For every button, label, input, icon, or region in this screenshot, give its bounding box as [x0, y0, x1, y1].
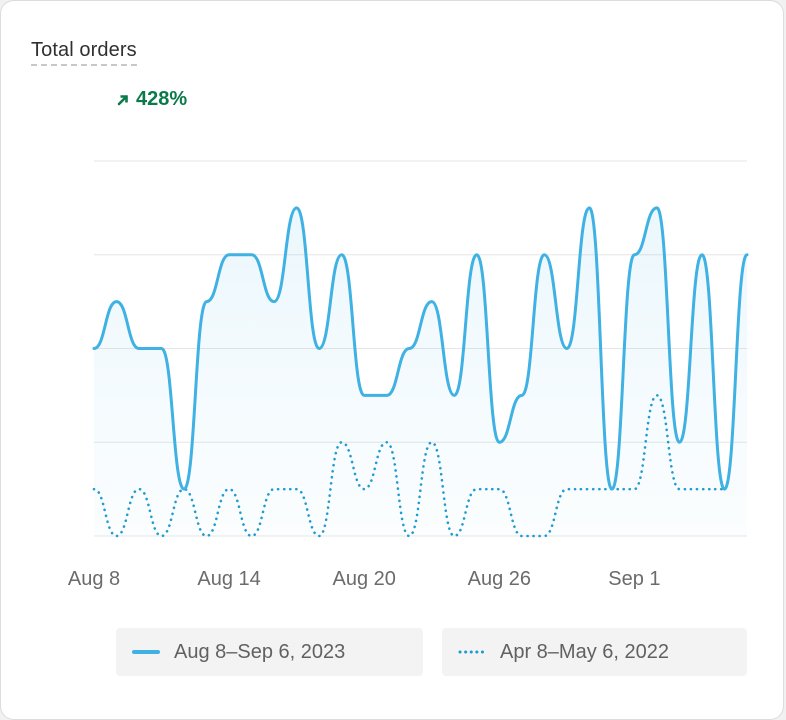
delta-indicator: 428% — [116, 88, 187, 111]
series-area-fill — [94, 207, 747, 536]
legend-previous-label: Apr 8–May 6, 2022 — [500, 640, 669, 663]
x-tick-label: Aug 8 — [68, 568, 120, 590]
legend-current-label: Aug 8–Sep 6, 2023 — [174, 640, 346, 663]
x-tick-label: Aug 26 — [468, 568, 531, 590]
x-tick-label: Sep 1 — [608, 568, 660, 590]
legend-current[interactable]: Aug 8–Sep 6, 2023 — [116, 628, 423, 676]
arrow-up-right-icon — [117, 94, 128, 105]
x-axis-ticks: Aug 8 Aug 14 Aug 20 Aug 26 Sep 1 — [68, 568, 661, 590]
solid-line-icon — [132, 650, 160, 654]
orders-line-chart: Aug 8 Aug 14 Aug 20 Aug 26 Sep 1 — [68, 160, 749, 590]
x-tick-label: Aug 20 — [333, 568, 396, 590]
card-title[interactable]: Total orders — [31, 39, 137, 66]
x-tick-label: Aug 14 — [197, 568, 260, 590]
legend-previous[interactable]: Apr 8–May 6, 2022 — [442, 628, 747, 676]
delta-value: 428% — [136, 88, 188, 110]
series-line-current — [92, 206, 749, 491]
dotted-line-icon — [458, 650, 486, 654]
chart-series — [92, 206, 749, 538]
